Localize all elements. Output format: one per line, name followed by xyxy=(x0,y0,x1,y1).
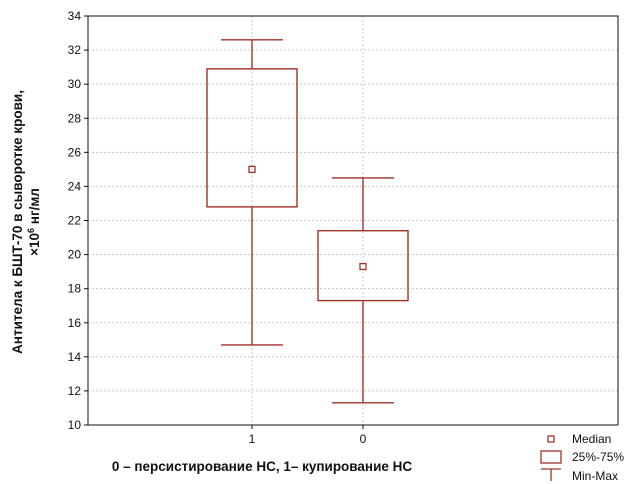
x-tick-label: 0 xyxy=(360,432,367,446)
y-tick-label: 20 xyxy=(68,248,82,262)
legend-range-label: Min-Max xyxy=(572,469,618,483)
y-axis-ticks: 10 12 14 16 18 20 22 24 26 28 30 32 34 xyxy=(68,9,88,432)
y-tick-label: 26 xyxy=(68,145,82,159)
y-tick-label: 28 xyxy=(68,111,82,125)
median-marker xyxy=(248,165,256,174)
y-axis-title-line2: ×106 нг/мл xyxy=(26,188,42,256)
y-tick-label: 30 xyxy=(68,77,82,91)
y-axis-title-unit: нг/мл xyxy=(27,188,42,228)
y-tick-label: 22 xyxy=(68,214,82,228)
quartile-box xyxy=(206,68,298,208)
y-tick-label: 16 xyxy=(68,316,82,330)
legend: Median 25%-75% Min-Max xyxy=(540,432,624,483)
y-tick-label: 24 xyxy=(68,179,82,193)
y-tick-label: 18 xyxy=(68,282,82,296)
y-tick-label: 34 xyxy=(68,9,82,23)
legend-quartile-marker xyxy=(540,450,562,464)
legend-quartile-label: 25%-75% xyxy=(572,450,624,464)
x-tick-label: 1 xyxy=(249,432,256,446)
y-tick-label: 12 xyxy=(68,384,82,398)
y-axis-title-line1: Антитела к БШТ-70 в сыворотке крови, xyxy=(10,90,25,354)
quartile-box xyxy=(317,230,409,302)
legend-median-label: Median xyxy=(572,432,611,446)
y-tick-label: 14 xyxy=(68,350,82,364)
y-axis-title: Антитела к БШТ-70 в сыворотке крови, ×10… xyxy=(10,90,42,354)
box-series xyxy=(206,39,409,404)
y-axis-title-exponent: 6 xyxy=(26,228,36,233)
y-tick-label: 32 xyxy=(68,43,82,57)
grid-lines xyxy=(88,16,618,425)
median-marker xyxy=(359,262,367,271)
legend-median-marker xyxy=(547,435,555,443)
box-1 xyxy=(206,39,298,346)
y-tick-label: 10 xyxy=(68,418,82,432)
y-axis-title-multiplier: ×10 xyxy=(27,233,42,256)
box-0 xyxy=(317,177,409,404)
x-axis-title: 0 – персистирование НС, 1– купирование Н… xyxy=(112,459,413,474)
